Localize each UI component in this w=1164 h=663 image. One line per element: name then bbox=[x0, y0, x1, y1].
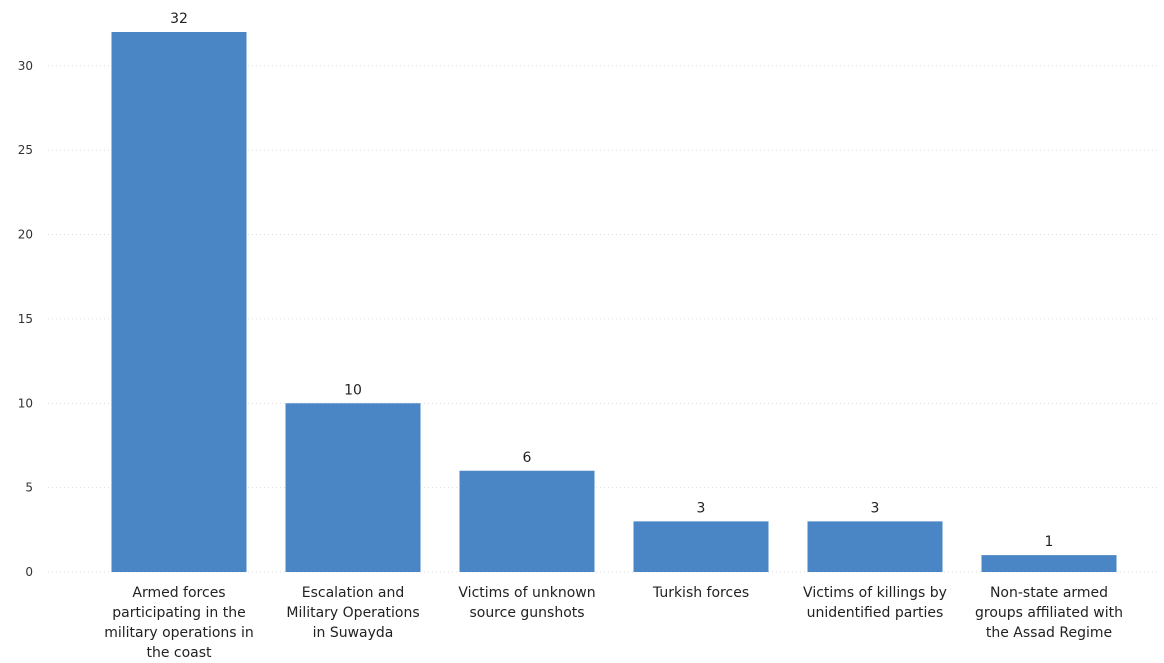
bars bbox=[111, 32, 1117, 572]
y-tick-label: 0 bbox=[25, 565, 33, 579]
bar-value-label: 10 bbox=[344, 382, 362, 398]
bar-value-label: 6 bbox=[523, 450, 532, 466]
bar-value-label: 3 bbox=[871, 500, 880, 516]
y-tick-label: 5 bbox=[25, 481, 33, 495]
x-category-label: Turkish forces bbox=[652, 585, 750, 601]
bar bbox=[285, 403, 421, 572]
bar bbox=[633, 521, 769, 572]
bar bbox=[111, 32, 247, 572]
bar bbox=[807, 521, 943, 572]
y-tick-label: 30 bbox=[18, 59, 33, 73]
y-tick-label: 20 bbox=[18, 228, 33, 242]
x-category-label: Non-state armed groups affiliated with t… bbox=[974, 585, 1124, 641]
bar bbox=[459, 470, 595, 572]
grid-lines bbox=[48, 65, 1160, 573]
x-category-label: Victims of killings by unidentified part… bbox=[803, 585, 947, 621]
y-tick-label: 10 bbox=[18, 396, 33, 410]
y-tick-label: 25 bbox=[18, 143, 33, 157]
y-axis: 0 5 10 15 20 25 30 bbox=[18, 59, 33, 579]
data-labels: 32 10 6 3 3 1 bbox=[170, 11, 1053, 550]
bar bbox=[981, 555, 1117, 572]
x-category-label: Escalation and Military Operations in Su… bbox=[286, 585, 420, 641]
bar-value-label: 3 bbox=[697, 500, 706, 516]
bar-value-label: 1 bbox=[1045, 534, 1054, 550]
x-category-label: Armed forces participating in the milita… bbox=[104, 585, 254, 661]
x-category-label: Victims of unknown source gunshots bbox=[458, 585, 596, 621]
y-tick-label: 15 bbox=[18, 312, 33, 326]
bar-value-label: 32 bbox=[170, 11, 188, 27]
